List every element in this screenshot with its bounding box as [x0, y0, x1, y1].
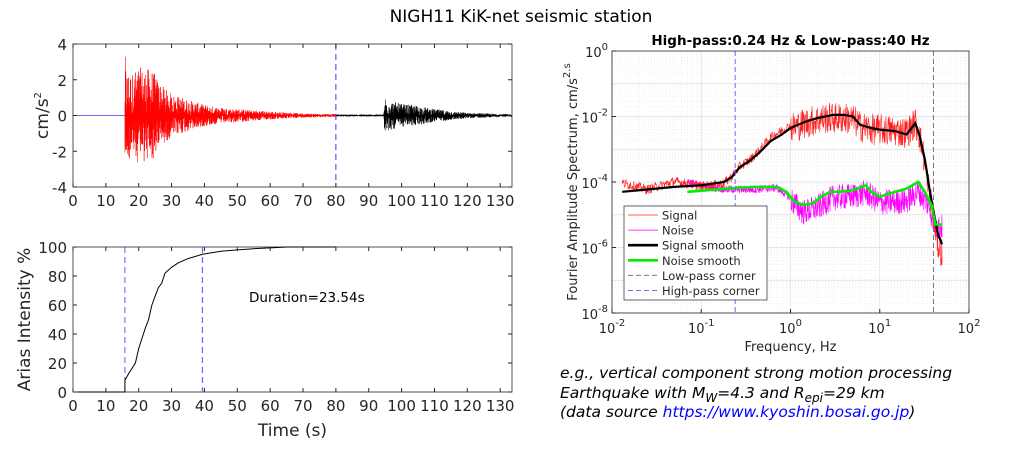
legend-item: Noise smooth: [628, 254, 741, 268]
duration-annotation: Duration=23.54s: [249, 290, 365, 306]
x-tick-label: 50: [228, 397, 247, 415]
noise-trace: [687, 179, 943, 239]
legend-label: Signal smooth: [662, 239, 744, 253]
x-tick-label: 10: [96, 397, 115, 415]
y-tick-label: 100: [585, 42, 608, 61]
caption-line-1: e.g., vertical component strong motion p…: [560, 364, 952, 382]
x-tick-label: 70: [293, 397, 312, 415]
data-source-link[interactable]: https://www.kyoshin.bosai.go.jp: [663, 403, 910, 421]
signal-window-trace: [124, 56, 336, 163]
y-tick-label: 80: [48, 268, 67, 286]
caption-line-3: (data source https://www.kyoshin.bosai.g…: [560, 403, 915, 421]
x-tick-label: 60: [261, 192, 280, 210]
x-tick-label: 40: [195, 192, 214, 210]
y-tick-label: 10-6: [581, 239, 608, 258]
x-tick-label: 0: [68, 192, 78, 210]
legend-label: Noise smooth: [662, 254, 741, 268]
legend-label: High-pass corner: [662, 284, 760, 298]
legend-label: Low-pass corner: [662, 269, 756, 283]
x-tick-label: 50: [228, 192, 247, 210]
y-tick-label: 10-4: [581, 173, 608, 192]
x-tick-label: 102: [958, 318, 981, 337]
legend-label: Signal: [662, 209, 697, 223]
x-tick-label: 90: [359, 397, 378, 415]
x-tick-label: 110: [420, 192, 449, 210]
x-tick-label: 10-1: [688, 318, 715, 337]
y-tick-label: 0: [57, 108, 67, 126]
x-tick-label: 100: [387, 397, 416, 415]
y-axis-label: cm/s2: [33, 92, 53, 139]
x-tick-label: 130: [486, 192, 515, 210]
x-tick-label: 0: [68, 397, 78, 415]
noise-smooth-trace: [687, 180, 943, 226]
y-tick-label: -2: [52, 143, 67, 161]
signal-smooth-trace: [622, 113, 944, 245]
caption-line-2: Earthquake with MW=4.3 and Repi=29 km: [560, 384, 885, 405]
x-tick-label: 10-2: [599, 318, 626, 337]
acceleration-plot: 0 10 20 30 40 50 60 70 80 90 100 110 120 130 -4 -2 0 2 4 cm…: [33, 36, 514, 210]
signal-trace: [621, 102, 943, 267]
y-tick-label: 60: [48, 297, 67, 315]
x-tick-label: 20: [129, 192, 148, 210]
plot-area: [72, 246, 513, 393]
x-tick-label: 100: [779, 318, 802, 337]
x-tick-label: 10: [96, 192, 115, 210]
legend-box: [623, 205, 768, 301]
x-tick-label: 110: [420, 397, 449, 415]
x-tick-label: 30: [162, 192, 181, 210]
y-tick-label: 0: [57, 384, 67, 402]
y-tick-label: 40: [48, 326, 67, 344]
legend-item: Low-pass corner: [628, 269, 756, 283]
legend-item: Signal smooth: [628, 239, 744, 253]
legend-item: High-pass corner: [628, 284, 760, 298]
caption: e.g., vertical component strong motion p…: [560, 364, 952, 421]
legend-label: Noise: [662, 224, 694, 238]
y-tick-label: 10-2: [581, 108, 608, 127]
x-axis-label: Frequency, Hz: [744, 340, 836, 355]
y-tick-label: 100: [38, 239, 67, 257]
y-tick-label: -4: [52, 179, 67, 197]
x-tick-label: 80: [326, 397, 345, 415]
x-tick-label: 30: [162, 397, 181, 415]
figure-title: NIGH11 KiK-net seismic station: [390, 7, 653, 27]
x-tick-label: 120: [453, 397, 482, 415]
x-tick-label: 130: [486, 397, 515, 415]
x-tick-label: 120: [453, 192, 482, 210]
arias-curve: [73, 246, 336, 393]
x-tick-label: 20: [129, 397, 148, 415]
y-tick-label: 4: [57, 36, 67, 54]
x-tick-label: 101: [868, 318, 891, 337]
fourier-spectrum-plot: 10-2 10-1 100 101 102 10-8 10-6 10-4 10-2 100 High…: [562, 33, 980, 355]
legend-item: Noise: [628, 224, 694, 238]
noise-window-trace: [335, 99, 513, 131]
x-tick-label: 80: [326, 192, 345, 210]
x-tick-label: 70: [293, 192, 312, 210]
x-tick-label: 40: [195, 397, 214, 415]
y-axis-label: Arias Intensity %: [15, 248, 35, 392]
x-tick-label: 100: [387, 192, 416, 210]
x-tick-label: 60: [261, 397, 280, 415]
legend-item: Signal: [628, 209, 697, 223]
spectrum-title: High-pass:0.24 Hz & Low-pass:40 Hz: [651, 33, 929, 49]
x-axis-label: Time (s): [257, 421, 327, 441]
x-tick-label: 90: [359, 192, 378, 210]
y-tick-label: 10-8: [581, 304, 608, 323]
y-tick-label: 2: [57, 72, 67, 90]
y-tick-label: 20: [48, 355, 67, 373]
y-axis-label: Fourier Amplitude Spectrum, cm/s2.s: [562, 63, 581, 300]
